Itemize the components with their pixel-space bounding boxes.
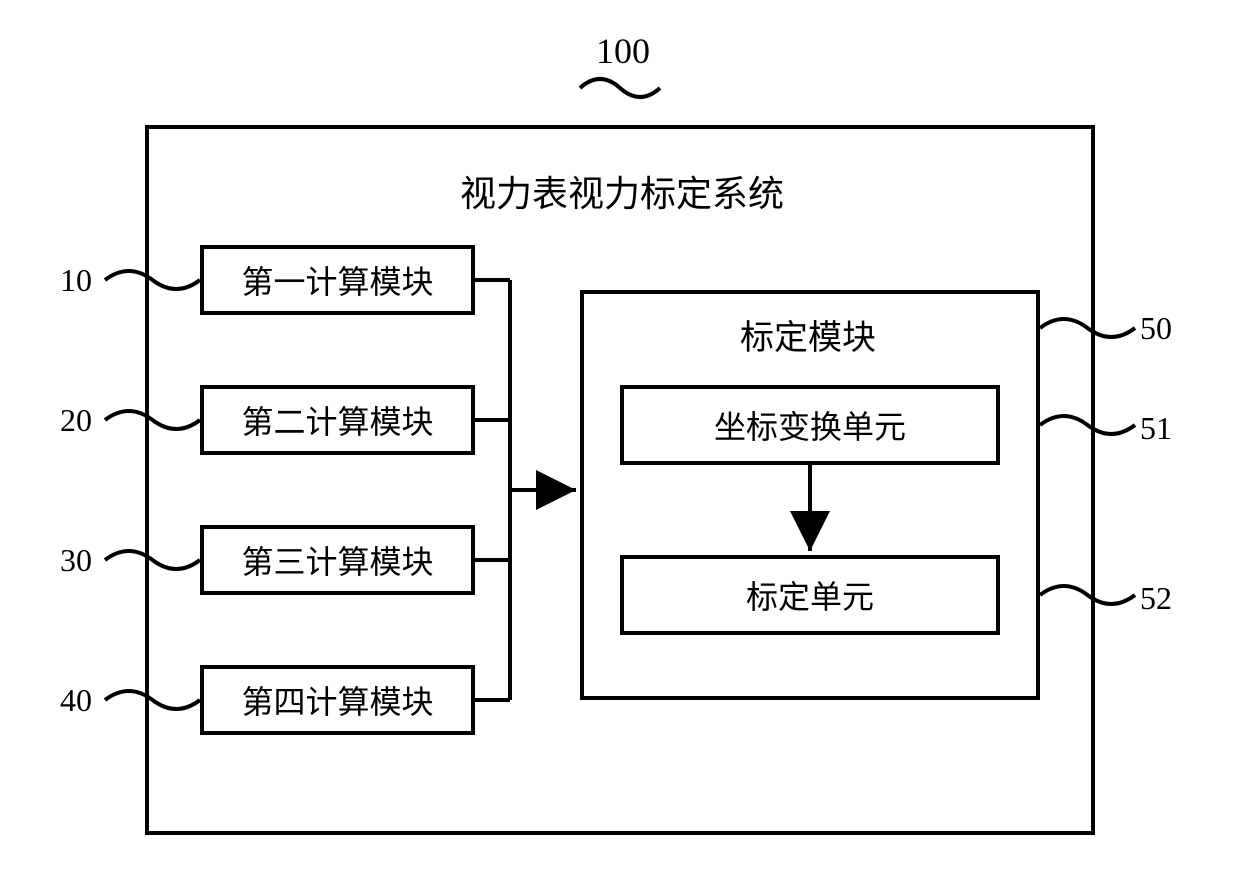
calc-module-40: 第四计算模块 [200, 665, 475, 735]
top-ref-label: 100 [596, 30, 650, 72]
inner-unit-52: 标定单元 [620, 555, 1000, 635]
calc-module-30: 第三计算模块 [200, 525, 475, 595]
calc-module-label: 第一计算模块 [241, 257, 433, 303]
calc-module-label: 第四计算模块 [241, 677, 433, 723]
ref-label-51: 51 [1140, 410, 1172, 447]
inner-unit-51: 坐标变换单元 [620, 385, 1000, 465]
calc-module-label: 第三计算模块 [241, 537, 433, 583]
inner-unit-label: 标定单元 [746, 572, 874, 618]
ref-label-30: 30 [60, 542, 92, 579]
ref-label-20: 20 [60, 402, 92, 439]
system-title: 视力表视力标定系统 [460, 165, 784, 217]
calc-module-20: 第二计算模块 [200, 385, 475, 455]
calc-module-10: 第一计算模块 [200, 245, 475, 315]
ref-label-50: 50 [1140, 310, 1172, 347]
ref-label-10: 10 [60, 262, 92, 299]
calibration-module-title: 标定模块 [740, 310, 876, 359]
calc-module-label: 第二计算模块 [241, 397, 433, 443]
inner-unit-label: 坐标变换单元 [714, 402, 906, 448]
ref-label-40: 40 [60, 682, 92, 719]
diagram-root: 100 视力表视力标定系统 第一计算模块第二计算模块第三计算模块第四计算模块 1… [0, 0, 1240, 876]
ref-label-52: 52 [1140, 580, 1172, 617]
